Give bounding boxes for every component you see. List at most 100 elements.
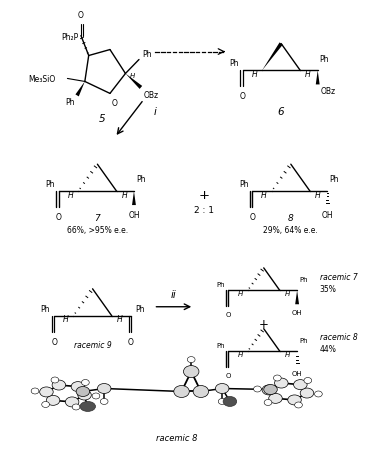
Text: Ph: Ph — [320, 55, 329, 63]
Ellipse shape — [293, 380, 307, 390]
Text: O: O — [249, 212, 255, 221]
Ellipse shape — [304, 377, 312, 384]
Ellipse shape — [269, 394, 282, 404]
Polygon shape — [76, 82, 85, 97]
Text: 44%: 44% — [320, 345, 337, 353]
Text: O: O — [240, 92, 246, 101]
Text: OBz: OBz — [144, 91, 159, 100]
Text: H: H — [238, 290, 243, 297]
Text: OH: OH — [322, 211, 333, 220]
Ellipse shape — [71, 382, 85, 392]
Ellipse shape — [31, 388, 39, 394]
Text: Ph: Ph — [66, 98, 75, 107]
Text: O: O — [226, 312, 231, 318]
Text: H: H — [129, 74, 135, 79]
Text: H: H — [116, 314, 122, 323]
Text: Ph: Ph — [329, 175, 339, 184]
Text: H: H — [238, 351, 243, 357]
Text: Ph: Ph — [216, 342, 224, 348]
Ellipse shape — [65, 397, 79, 407]
Text: Ph: Ph — [239, 179, 249, 189]
Text: O: O — [226, 372, 231, 378]
Text: OH: OH — [128, 211, 140, 220]
Text: H: H — [285, 290, 290, 297]
Text: racemic 8: racemic 8 — [320, 332, 358, 341]
Text: racemic 7: racemic 7 — [320, 273, 358, 282]
Text: H: H — [251, 70, 257, 79]
Ellipse shape — [72, 404, 80, 410]
Ellipse shape — [52, 380, 66, 390]
Text: O: O — [128, 337, 134, 346]
Text: H: H — [261, 190, 267, 199]
Ellipse shape — [300, 388, 314, 398]
Text: O: O — [51, 337, 57, 346]
Ellipse shape — [100, 399, 108, 405]
Text: 29%, 64% e.e.: 29%, 64% e.e. — [264, 226, 318, 235]
Ellipse shape — [223, 396, 237, 406]
Text: Ph: Ph — [216, 282, 224, 288]
Text: +: + — [198, 188, 209, 201]
Text: OH: OH — [292, 309, 303, 316]
Ellipse shape — [315, 391, 322, 397]
Text: 2 : 1: 2 : 1 — [194, 205, 214, 214]
Text: OH: OH — [292, 370, 303, 376]
Ellipse shape — [254, 386, 261, 392]
Text: H: H — [315, 190, 320, 199]
Text: H: H — [122, 190, 127, 199]
Text: Ph: Ph — [41, 304, 50, 313]
Polygon shape — [132, 192, 136, 206]
Text: H: H — [305, 70, 311, 79]
Polygon shape — [295, 290, 299, 304]
Text: 66%, >95% e.e.: 66%, >95% e.e. — [67, 226, 128, 235]
Ellipse shape — [46, 396, 60, 405]
Text: O: O — [56, 212, 62, 221]
Ellipse shape — [193, 386, 209, 398]
Text: H: H — [285, 351, 290, 357]
Ellipse shape — [218, 399, 226, 405]
Text: H: H — [63, 314, 69, 323]
Text: Me₃SiO: Me₃SiO — [28, 75, 56, 84]
Ellipse shape — [215, 384, 229, 394]
Text: +: + — [259, 318, 269, 331]
Ellipse shape — [184, 366, 199, 377]
Polygon shape — [262, 43, 283, 71]
Text: OBz: OBz — [320, 87, 336, 96]
Text: Ph: Ph — [46, 179, 55, 189]
Ellipse shape — [40, 387, 53, 397]
Text: O: O — [78, 11, 84, 19]
Text: 6: 6 — [278, 107, 284, 117]
Text: Ph: Ph — [299, 277, 308, 283]
Text: Ph: Ph — [229, 60, 239, 69]
Text: 35%: 35% — [320, 285, 337, 294]
Ellipse shape — [174, 386, 189, 398]
Ellipse shape — [76, 387, 90, 396]
Ellipse shape — [274, 378, 288, 388]
Text: i: i — [154, 107, 156, 117]
Ellipse shape — [81, 380, 89, 386]
Ellipse shape — [187, 357, 195, 363]
Ellipse shape — [295, 402, 302, 408]
Ellipse shape — [264, 400, 272, 405]
Ellipse shape — [262, 385, 276, 395]
Ellipse shape — [288, 395, 301, 405]
Ellipse shape — [97, 384, 111, 394]
Ellipse shape — [78, 390, 91, 400]
Text: 5: 5 — [99, 114, 105, 124]
Text: racemic 8: racemic 8 — [156, 433, 197, 442]
Text: ii: ii — [171, 289, 177, 299]
Text: H: H — [68, 190, 73, 199]
Text: O: O — [112, 99, 118, 108]
Text: Ph: Ph — [142, 50, 151, 58]
Ellipse shape — [273, 375, 281, 381]
Text: Ph: Ph — [136, 175, 145, 184]
Ellipse shape — [42, 401, 50, 408]
Text: Ph: Ph — [299, 337, 308, 343]
Polygon shape — [316, 71, 320, 85]
Ellipse shape — [80, 401, 96, 411]
Text: 7: 7 — [95, 214, 100, 222]
Text: 8: 8 — [288, 214, 294, 222]
Text: Ph₂P: Ph₂P — [61, 33, 78, 42]
Text: Ph: Ph — [135, 304, 145, 313]
Ellipse shape — [51, 377, 59, 383]
Polygon shape — [126, 74, 142, 90]
